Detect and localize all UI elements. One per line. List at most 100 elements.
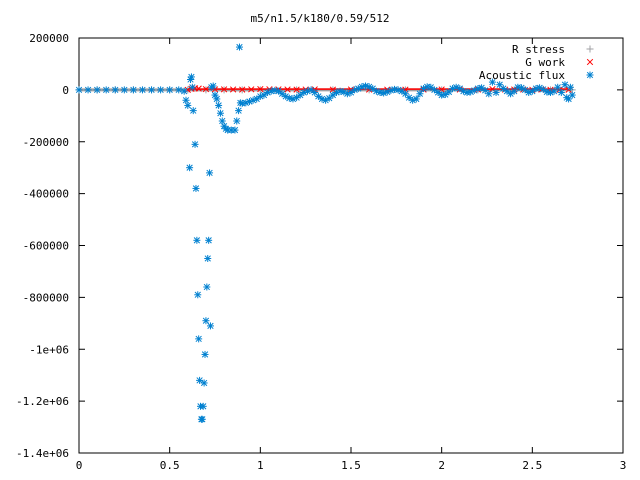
data-point (405, 94, 413, 102)
data-point (231, 126, 239, 134)
data-point (478, 84, 486, 92)
data-point (557, 88, 565, 96)
legend-label: Acoustic flux (479, 69, 565, 82)
data-point (205, 236, 213, 244)
data-point (213, 95, 221, 103)
data-point (314, 92, 322, 100)
y-tick-label: -200000 (23, 136, 69, 149)
legend-marker (586, 58, 594, 66)
data-point (296, 91, 304, 99)
data-point (188, 83, 196, 91)
data-point (184, 86, 191, 94)
data-point (499, 85, 507, 93)
data-point (561, 81, 569, 89)
data-point (307, 86, 315, 94)
legend-label: G work (525, 56, 565, 69)
y-tick-label: -1.2e+06 (16, 395, 69, 408)
data-point (503, 87, 511, 95)
data-point (441, 91, 449, 99)
data-point (369, 85, 377, 93)
data-point (427, 83, 435, 91)
data-point (394, 86, 402, 94)
data-point (198, 415, 206, 423)
legend-label: R stress (512, 43, 565, 56)
data-point (546, 88, 554, 96)
data-point (184, 101, 192, 109)
data-point (235, 43, 243, 51)
data-point (203, 283, 211, 291)
data-point (129, 86, 137, 94)
data-point (191, 140, 199, 148)
data-point (166, 86, 174, 94)
x-tick-label: 2.5 (522, 459, 542, 472)
x-tick-label: 0 (76, 459, 83, 472)
data-point (138, 86, 146, 94)
data-point (248, 86, 255, 93)
data-point (528, 87, 536, 95)
data-point (182, 96, 190, 104)
data-point (488, 78, 496, 86)
data-point (204, 254, 212, 262)
data-point (329, 86, 337, 93)
data-point (220, 86, 228, 93)
data-point (120, 86, 128, 94)
data-point (209, 82, 217, 90)
data-point (93, 86, 101, 94)
data-point (216, 109, 224, 117)
data-point (218, 117, 226, 125)
data-point (189, 107, 197, 115)
series-acoustic-flux (75, 43, 576, 423)
data-point (525, 88, 533, 96)
data-point (186, 164, 194, 172)
y-axis: 200000 0 -200000 -400000 -600000 -800000 -1e+0… (16, 32, 623, 460)
data-point (180, 87, 188, 95)
data-point (300, 88, 308, 96)
chart-title: m5/n1.5/k180/0.59/512 (250, 12, 389, 25)
data-point (192, 184, 200, 192)
data-point (187, 73, 195, 81)
data-point (195, 85, 202, 92)
data-point (253, 95, 261, 103)
data-point (260, 91, 268, 99)
data-point (206, 169, 214, 177)
data-point (416, 90, 424, 98)
data-point (554, 83, 562, 91)
data-point (492, 88, 500, 96)
x-axis: 0 0.5 1 1.5 2 2.5 3 (76, 38, 627, 472)
data-point (175, 86, 183, 94)
data-point (481, 86, 489, 94)
data-point (202, 317, 210, 325)
data-point (229, 86, 237, 93)
data-point (521, 86, 529, 94)
data-marks (75, 43, 576, 423)
data-point (566, 83, 574, 91)
data-point (539, 85, 547, 93)
x-tick-label: 2 (438, 459, 445, 472)
data-point (235, 107, 243, 115)
data-point (157, 86, 165, 94)
data-point (206, 322, 214, 330)
data-point (274, 87, 282, 95)
x-tick-label: 3 (620, 459, 627, 472)
data-point (75, 86, 83, 94)
data-point (193, 236, 201, 244)
legend-marker (586, 71, 594, 79)
data-point (329, 91, 337, 99)
y-tick-label: -600000 (23, 240, 69, 253)
data-point (239, 86, 246, 93)
data-point (148, 86, 156, 94)
data-point (201, 350, 209, 358)
data-point (195, 335, 203, 343)
data-point (102, 86, 110, 94)
y-tick-label: 200000 (29, 32, 69, 45)
x-tick-label: 0.5 (160, 459, 180, 472)
data-point (568, 91, 576, 99)
data-point (347, 88, 355, 96)
data-point (284, 86, 291, 93)
data-point (257, 85, 264, 93)
data-point (202, 85, 210, 93)
data-point (84, 86, 92, 94)
y-tick-label: -800000 (23, 291, 69, 304)
